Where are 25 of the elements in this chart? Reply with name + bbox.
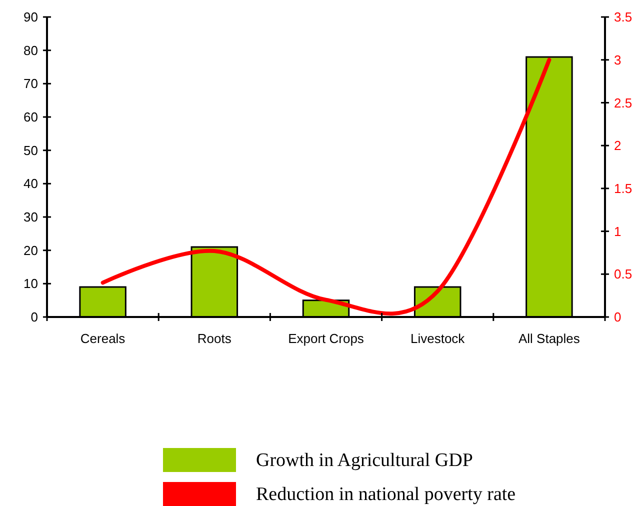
y-tick-label: 60 (24, 110, 38, 125)
x-tick-label: Livestock (410, 331, 466, 346)
x-tick-label: Roots (197, 331, 232, 346)
y2-tick-label: 1.5 (614, 180, 632, 196)
y-tick-label: 0 (30, 310, 38, 325)
y-tick-label: 20 (24, 242, 38, 258)
y-tick-label: 30 (24, 210, 38, 225)
y-tick-label: 80 (24, 42, 38, 58)
x-tick-label: Export Crops (288, 331, 364, 346)
y2-tick-label: 2 (614, 138, 622, 154)
x-tick-label: All Staples (518, 331, 580, 346)
y-tick-label: 10 (24, 276, 38, 292)
y2-tick-label: 2.5 (614, 95, 632, 110)
y-tick-label: 70 (24, 76, 38, 92)
y-tick-label: 90 (24, 10, 38, 25)
y-tick-label: 40 (24, 176, 38, 192)
legend-label: Reduction in national poverty rate (256, 484, 516, 505)
y2-tick-label: 0.5 (614, 266, 632, 282)
y2-tick-label: 3.5 (614, 10, 632, 25)
legend-label: Growth in Agricultural GDP (256, 450, 473, 471)
y2-tick-label: 3 (614, 52, 622, 68)
y2-tick-label: 0 (614, 310, 622, 325)
x-tick-label: Cereals (80, 331, 126, 346)
y-tick-label: 50 (24, 142, 38, 158)
y2-tick-label: 1 (614, 224, 622, 239)
